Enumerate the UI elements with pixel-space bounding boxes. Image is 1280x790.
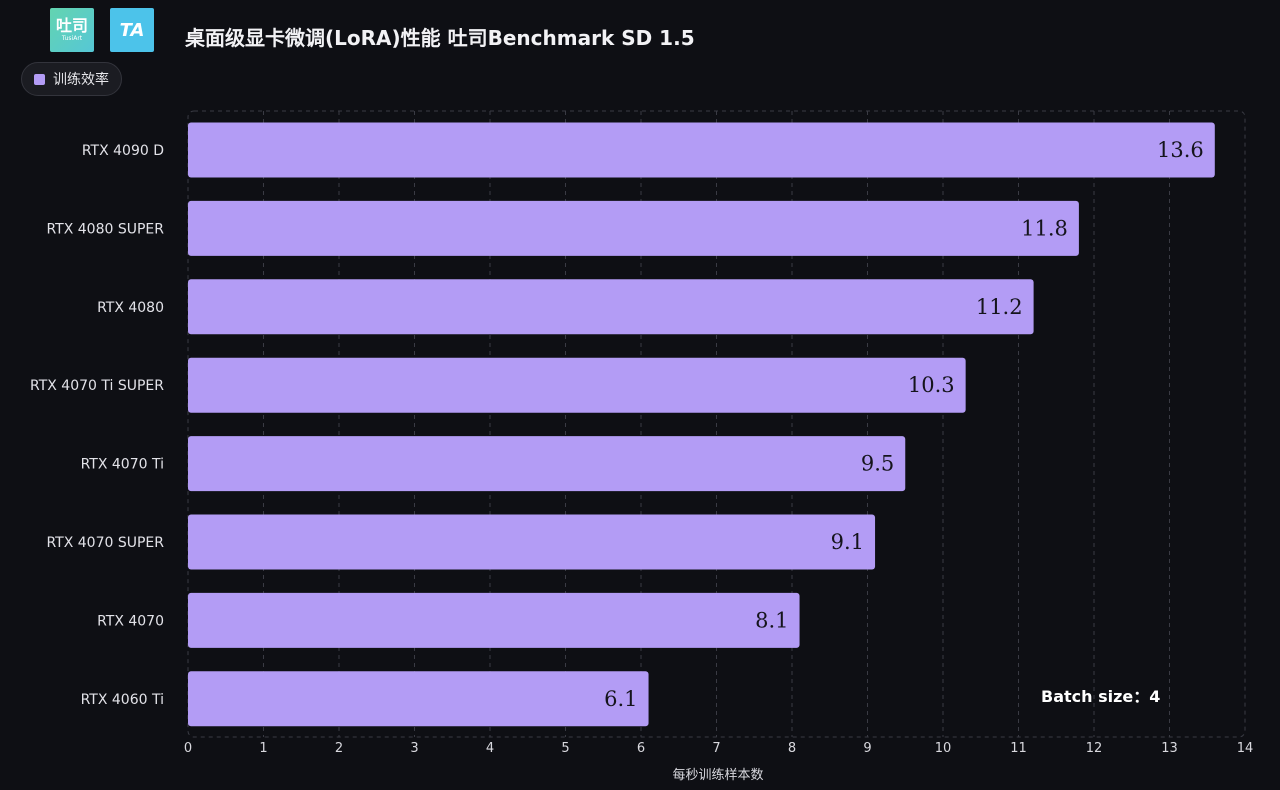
y-category-label: RTX 4060 Ti xyxy=(81,692,164,708)
chart-title: 桌面级显卡微调(LoRA)性能 吐司Benchmark SD 1.5 xyxy=(185,26,695,50)
batch-size-annotation: Batch size：4 xyxy=(1041,687,1161,706)
bar xyxy=(188,122,1215,178)
bar xyxy=(188,357,966,413)
x-tick-label: 7 xyxy=(712,741,720,756)
x-tick-label: 11 xyxy=(1010,741,1027,756)
x-tick-label: 13 xyxy=(1161,741,1178,756)
y-category-label: RTX 4070 Ti xyxy=(81,457,164,473)
bar-value-label: 10.3 xyxy=(908,373,955,397)
bar-value-label: 6.1 xyxy=(604,687,637,711)
x-tick-label: 8 xyxy=(788,741,796,756)
x-tick-label: 2 xyxy=(335,741,343,756)
logo-toast-subtext: TusiArt xyxy=(61,35,83,42)
bar-value-label: 13.6 xyxy=(1157,138,1204,162)
x-tick-label: 12 xyxy=(1086,741,1103,756)
logo-ta-text: TA xyxy=(119,19,145,41)
y-category-label: RTX 4080 xyxy=(97,300,164,316)
y-category-label: RTX 4070 xyxy=(97,613,164,629)
bar xyxy=(188,514,876,570)
x-axis-label: 每秒训练样本数 xyxy=(672,768,764,783)
bar-value-label: 11.8 xyxy=(1021,216,1068,240)
x-tick-label: 4 xyxy=(486,741,494,756)
bar xyxy=(188,592,800,648)
bar xyxy=(188,200,1079,256)
y-category-label: RTX 4070 Ti SUPER xyxy=(30,378,164,394)
bar-value-label: 9.1 xyxy=(831,530,864,554)
tusiart-logo: 吐司 TusiArt xyxy=(50,8,94,52)
logo-toast-text: 吐司 xyxy=(55,16,88,35)
x-tick-label: 10 xyxy=(935,741,952,756)
bar xyxy=(188,436,906,492)
legend[interactable]: 训练效率 xyxy=(21,62,122,96)
bar-value-label: 9.5 xyxy=(861,452,894,476)
legend-swatch xyxy=(34,73,45,85)
x-tick-label: 5 xyxy=(561,741,569,756)
y-category-label: RTX 4070 SUPER xyxy=(46,535,164,551)
x-tick-label: 9 xyxy=(863,741,871,756)
x-tick-label: 3 xyxy=(410,741,418,756)
bar-value-label: 11.2 xyxy=(976,295,1023,319)
bar xyxy=(188,671,649,727)
x-tick-label: 14 xyxy=(1237,741,1254,756)
y-category-label: RTX 4080 SUPER xyxy=(46,221,164,237)
x-tick-label: 1 xyxy=(259,741,267,756)
legend-label: 训练效率 xyxy=(53,72,109,88)
x-tick-label: 6 xyxy=(637,741,645,756)
x-tick-label: 0 xyxy=(184,741,192,756)
ta-logo: TA xyxy=(110,8,154,52)
y-category-label: RTX 4090 D xyxy=(82,143,164,159)
bar-value-label: 8.1 xyxy=(755,608,788,632)
bar xyxy=(188,279,1034,335)
